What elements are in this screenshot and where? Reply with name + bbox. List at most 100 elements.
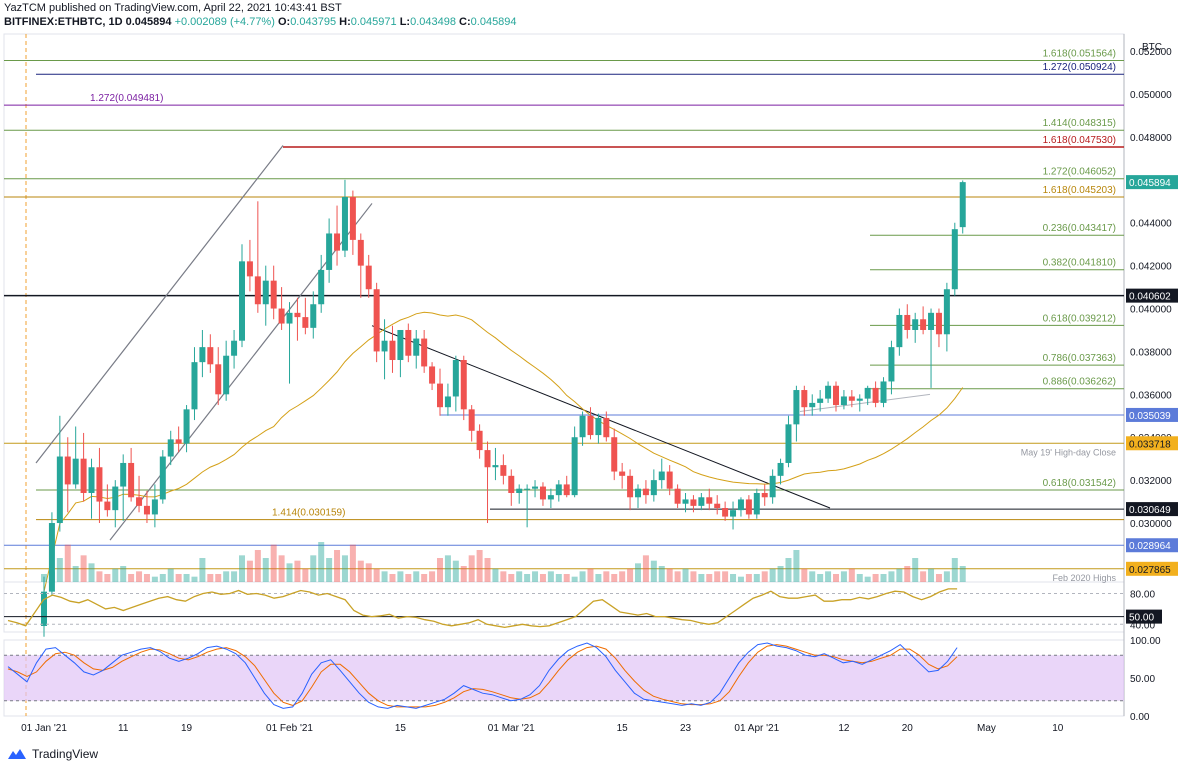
candle-body xyxy=(682,499,689,504)
volume-bar xyxy=(856,574,863,582)
descending-trendline xyxy=(371,325,831,509)
volume-bar xyxy=(674,571,681,582)
y-tick-label: 0.032000 xyxy=(1130,476,1172,487)
volume-bar xyxy=(516,571,523,582)
price-axis-tag-label: 0.028964 xyxy=(1129,541,1171,552)
moving-average-line xyxy=(43,311,964,592)
candle-body xyxy=(690,499,697,506)
candle-body xyxy=(769,475,776,498)
volume-bar xyxy=(650,560,657,582)
candle-body xyxy=(658,471,665,481)
y-tick-label: 0.042000 xyxy=(1130,262,1172,273)
volume-bar xyxy=(175,574,182,582)
candle-body xyxy=(294,312,301,318)
price-axis-tag xyxy=(1126,502,1178,517)
price-axis-tag-label: 0.027865 xyxy=(1129,565,1171,576)
volume-bar xyxy=(381,571,388,582)
volume-bar xyxy=(231,571,238,582)
candle-body xyxy=(714,503,721,509)
candle-body xyxy=(429,366,436,384)
y-tick-label: 0.048000 xyxy=(1130,133,1172,144)
volume-bar xyxy=(151,576,158,582)
candle-body xyxy=(460,360,467,410)
y-tick-label: 0.036000 xyxy=(1130,390,1172,401)
candle-body xyxy=(468,409,475,431)
candle-body xyxy=(500,465,507,476)
candle-body xyxy=(318,269,325,305)
price-axis-tag-label: 0.033718 xyxy=(1129,439,1171,450)
candle-body xyxy=(405,329,412,356)
candle-body xyxy=(349,197,356,240)
volume-bar xyxy=(935,574,942,582)
tradingview-footer: TradingView xyxy=(6,744,98,764)
candle-body xyxy=(912,319,919,330)
volume-bar xyxy=(468,555,475,582)
volume-bar xyxy=(571,576,578,582)
candle-body xyxy=(730,510,737,517)
volume-bar xyxy=(745,574,752,582)
x-tick-label: 01 Mar '21 xyxy=(488,723,535,734)
volume-bar xyxy=(199,558,206,582)
candle-body xyxy=(48,523,55,592)
fib-level-label: 0.382(0.041810) xyxy=(1043,258,1116,269)
volume-bar xyxy=(365,563,372,582)
volume-bar xyxy=(88,563,95,582)
candle-body xyxy=(310,304,317,328)
candle-body xyxy=(579,415,586,438)
y-tick-label: 0.038000 xyxy=(1130,347,1172,358)
low-value: 0.043498 xyxy=(410,16,456,28)
volume-bar xyxy=(223,571,230,582)
candle-body xyxy=(128,462,135,498)
candle-body xyxy=(595,417,602,436)
volume-bar xyxy=(397,571,404,582)
candle-body xyxy=(935,312,942,335)
volume-bar xyxy=(112,568,119,582)
x-tick-label: 10 xyxy=(1052,723,1064,734)
candle-body xyxy=(112,486,119,511)
candle-body xyxy=(231,340,238,356)
candle-body xyxy=(389,340,396,361)
volume-bar xyxy=(405,574,412,582)
volume-bar xyxy=(864,576,871,582)
y-tick-label: 0.050000 xyxy=(1130,90,1172,101)
candle-body xyxy=(183,409,190,444)
volume-bar xyxy=(476,550,483,582)
candle-body xyxy=(215,364,222,395)
volume-bar xyxy=(278,555,285,582)
last-price: 0.045894 xyxy=(125,16,172,28)
open-value: 0.043795 xyxy=(290,16,337,28)
volume-bar xyxy=(349,544,356,582)
candle-body xyxy=(809,402,816,408)
close-value: 0.045894 xyxy=(470,16,517,28)
candle-body xyxy=(737,499,744,511)
volume-bar xyxy=(437,558,443,582)
fib-level-label: 0.786(0.037363) xyxy=(1043,353,1116,364)
candlestick-chart[interactable]: BTC0.0520000.0500000.0480000.0460000.044… xyxy=(0,0,1186,742)
high-value: 0.045971 xyxy=(350,16,397,28)
candle-body xyxy=(120,462,127,487)
volume-bar xyxy=(777,566,784,582)
volume-bar xyxy=(286,563,293,582)
volume-bar xyxy=(80,555,87,582)
volume-bar xyxy=(698,574,705,582)
candle-body xyxy=(286,312,293,324)
volume-bar xyxy=(357,560,364,582)
fib-level-label: 1.272(0.046052) xyxy=(1043,167,1116,178)
candle-body xyxy=(571,437,578,496)
candle-body xyxy=(650,480,657,496)
volume-bar xyxy=(912,558,919,582)
candle-body xyxy=(864,387,871,399)
ohlc-line: BITFINEX:ETHBTC, 1D 0.045894 +0.002089 (… xyxy=(4,16,517,28)
volume-bar xyxy=(294,560,301,582)
candle-body xyxy=(951,229,958,290)
candle-body xyxy=(444,396,451,408)
volume-bar xyxy=(492,568,499,582)
price-axis-tag xyxy=(1126,175,1178,190)
volume-bar xyxy=(904,566,911,582)
price-axis-tag xyxy=(1126,407,1178,422)
candle-body xyxy=(159,456,166,500)
candle-body xyxy=(136,497,143,506)
volume-bar xyxy=(128,574,135,582)
candle-body xyxy=(524,488,531,490)
volume-bar xyxy=(761,571,768,582)
